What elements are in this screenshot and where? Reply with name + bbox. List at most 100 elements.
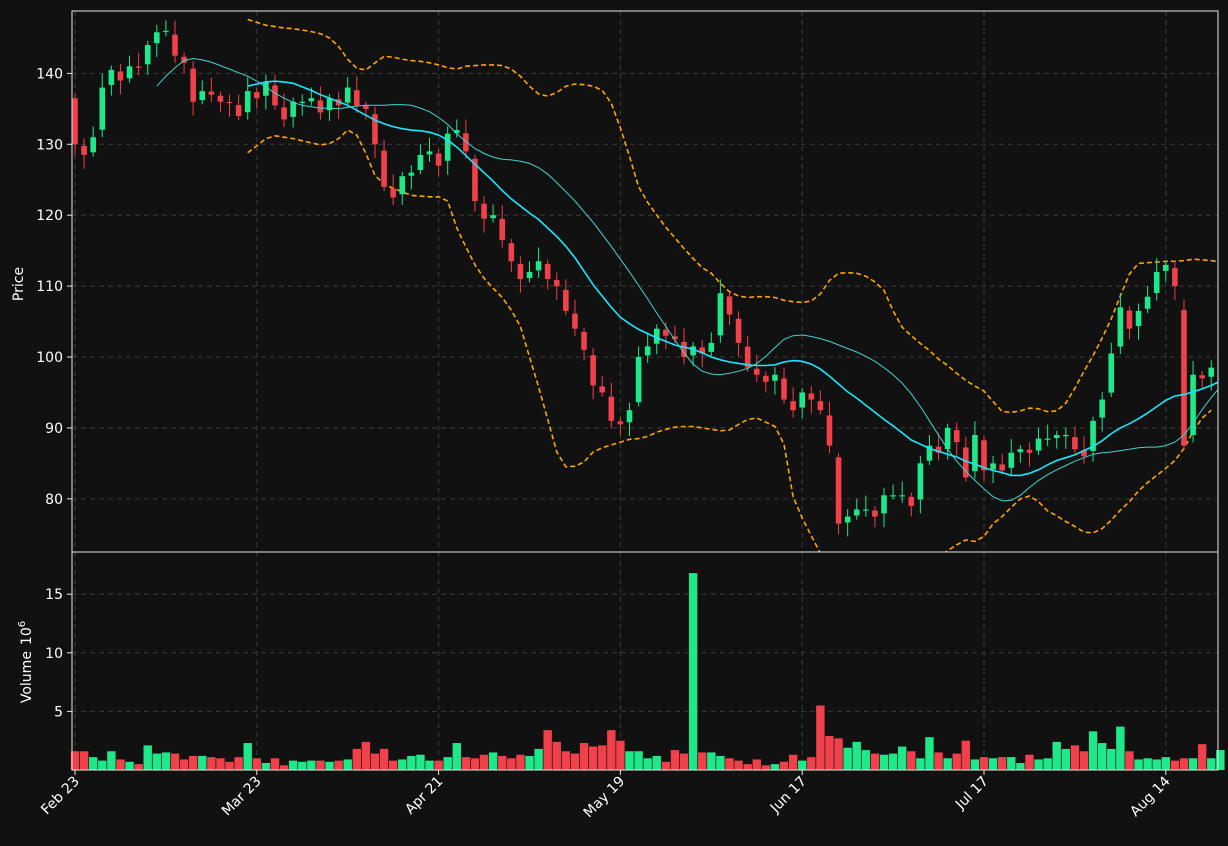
volume-bar [407, 755, 416, 770]
candle-body [799, 392, 805, 408]
volume-bar [98, 760, 107, 770]
candle-body [390, 188, 396, 198]
candle-body [1053, 435, 1060, 439]
candle-body [553, 280, 560, 287]
candle-body [699, 347, 706, 354]
volume-bar [288, 760, 298, 770]
ma-slow-line [247, 80, 1218, 477]
candle-body [908, 496, 915, 506]
candle-body [108, 69, 115, 85]
candle-body [126, 66, 133, 79]
volume-bar [388, 760, 398, 770]
volume-bar [961, 740, 971, 770]
candle-body [1035, 438, 1042, 451]
volume-bar [734, 760, 743, 770]
candle-body [1072, 437, 1078, 450]
volume-bar [888, 753, 898, 770]
volume-bar [134, 764, 143, 770]
candle-body [617, 421, 624, 425]
candle-body [853, 509, 860, 516]
candle-body [763, 375, 769, 382]
candle-body [408, 172, 415, 176]
price-axis-label: Price [11, 267, 27, 301]
volume-bar [261, 762, 271, 770]
candle-body [663, 329, 669, 336]
candle-body [244, 91, 251, 113]
candle-body [872, 510, 878, 517]
volume-bar [861, 750, 871, 770]
candle-body [944, 427, 951, 450]
volume-bar [307, 760, 316, 770]
volume-bar [334, 760, 343, 770]
candle-body [99, 87, 106, 130]
candle-body [599, 386, 606, 393]
volume-bar [1125, 751, 1134, 770]
volume-bar [943, 758, 952, 770]
volume-bar [1207, 758, 1216, 770]
candle-body [372, 114, 378, 145]
candle-body [844, 516, 851, 523]
volume-label-text: Volume [19, 651, 35, 703]
volume-bar [479, 754, 489, 770]
volume-bar [634, 751, 643, 770]
volume-bar [216, 758, 225, 770]
candle-body [1181, 310, 1187, 446]
candle-body [790, 401, 796, 411]
volume-bar [125, 761, 134, 770]
candle-body [463, 133, 469, 152]
volume-bar [670, 750, 680, 770]
upper-band-line [247, 18, 1218, 414]
volume-label-exponent: 6 [17, 621, 28, 627]
candle-body [426, 151, 433, 155]
candle-body [999, 464, 1005, 471]
candle-body [381, 150, 387, 187]
candle-body [235, 105, 242, 116]
price-y-axis: 80 90 100 110 120 130 140 [36, 66, 72, 508]
candle-body [781, 378, 787, 400]
volume-bar [834, 738, 843, 770]
candle-body [990, 463, 996, 470]
candle-body [653, 328, 660, 344]
volume-bar [588, 746, 598, 770]
candle-body [626, 410, 633, 423]
volume-bar [1016, 762, 1025, 770]
volume-bar [1188, 758, 1198, 770]
volume-bar [716, 755, 725, 770]
price-y-tick-label: 80 [45, 492, 63, 508]
volume-bar [761, 765, 771, 770]
volume-bar [1143, 758, 1152, 770]
candle-body [1108, 353, 1115, 393]
volume-bar [770, 764, 780, 770]
candle-body [290, 101, 296, 117]
candle-body [1099, 399, 1105, 418]
candle-body [744, 346, 751, 368]
volume-bars [70, 573, 1225, 770]
volume-bar [143, 745, 152, 770]
candle-body [1126, 310, 1133, 329]
volume-bar [152, 753, 162, 770]
volume-bar [916, 758, 925, 770]
volume-bar [343, 759, 352, 770]
volume-bar [1007, 757, 1016, 770]
candlesticks [72, 20, 1218, 537]
volume-bar [843, 747, 852, 770]
candle-body [1090, 420, 1096, 451]
volume-bar [316, 760, 325, 770]
volume-bar [988, 758, 998, 770]
volume-bar [298, 761, 307, 770]
candle-body [526, 271, 533, 278]
candle-body [90, 137, 96, 153]
volume-bar [107, 751, 116, 770]
candle-body [717, 293, 724, 336]
volume-bar [370, 753, 380, 770]
candle-body [981, 440, 987, 471]
volume-y-tick-label: 15 [45, 587, 63, 603]
volume-axis-label: Volume 106 [17, 621, 35, 703]
volume-bar [743, 764, 752, 770]
volume-bar [707, 752, 716, 770]
volume-bar [1097, 743, 1107, 770]
volume-bar [507, 758, 516, 770]
volume-bar [1107, 748, 1116, 770]
volume-bar [1061, 748, 1071, 770]
volume-bar [1034, 759, 1043, 770]
